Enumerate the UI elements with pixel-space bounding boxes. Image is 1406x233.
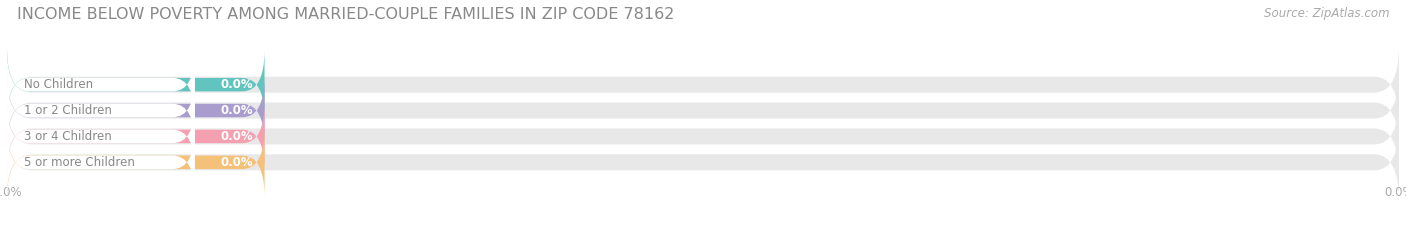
Text: 1 or 2 Children: 1 or 2 Children [24,104,111,117]
FancyBboxPatch shape [7,102,264,171]
FancyBboxPatch shape [7,102,195,171]
FancyBboxPatch shape [7,102,195,171]
FancyBboxPatch shape [7,50,195,119]
Text: 0.0%: 0.0% [221,104,253,117]
Text: 5 or more Children: 5 or more Children [24,156,135,169]
FancyBboxPatch shape [7,128,195,197]
FancyBboxPatch shape [7,76,264,145]
FancyBboxPatch shape [7,50,195,119]
Text: INCOME BELOW POVERTY AMONG MARRIED-COUPLE FAMILIES IN ZIP CODE 78162: INCOME BELOW POVERTY AMONG MARRIED-COUPL… [17,7,675,22]
FancyBboxPatch shape [7,50,264,119]
FancyBboxPatch shape [7,46,1399,123]
Text: 0.0%: 0.0% [221,78,253,91]
FancyBboxPatch shape [7,128,195,197]
FancyBboxPatch shape [7,76,195,145]
Text: No Children: No Children [24,78,93,91]
Text: 0.0%: 0.0% [221,156,253,169]
FancyBboxPatch shape [7,98,1399,175]
FancyBboxPatch shape [7,72,1399,149]
Text: Source: ZipAtlas.com: Source: ZipAtlas.com [1264,7,1389,20]
FancyBboxPatch shape [7,76,195,145]
Text: 3 or 4 Children: 3 or 4 Children [24,130,111,143]
Text: 0.0%: 0.0% [221,130,253,143]
FancyBboxPatch shape [7,128,264,197]
FancyBboxPatch shape [7,124,1399,201]
